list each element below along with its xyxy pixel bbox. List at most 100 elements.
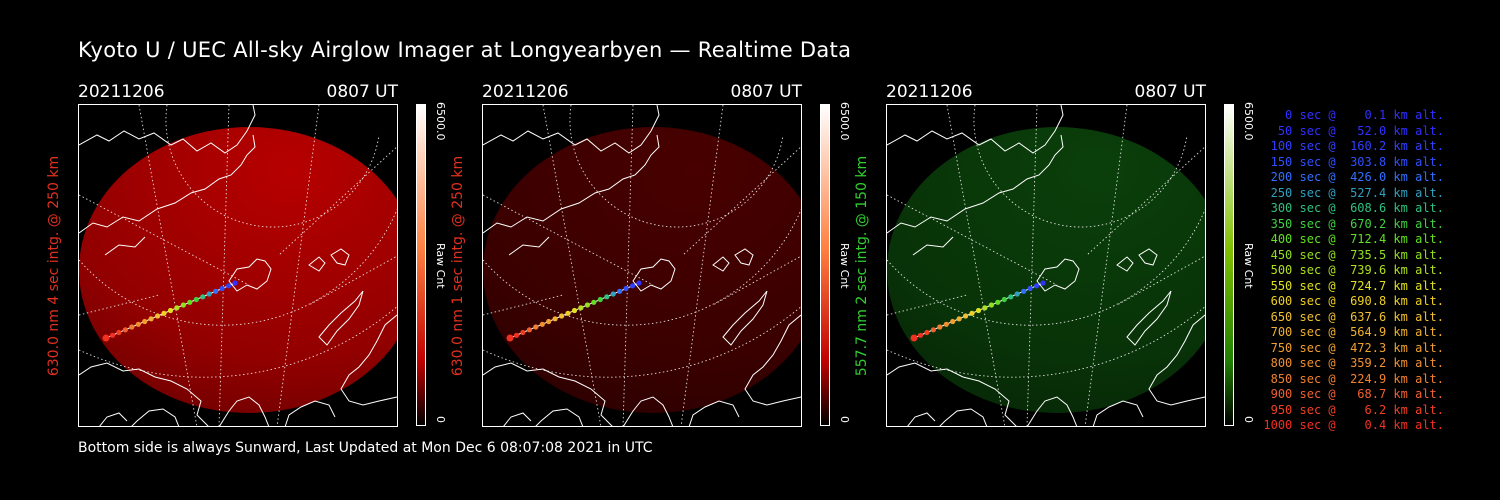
legend-row: 650 sec @ 637.6 km alt. xyxy=(1270,309,1444,324)
image-panel-1: 20211206 0807 UT 630.0 nm 4 sec intg. @ … xyxy=(46,78,458,430)
panel-date: 20211206 xyxy=(78,82,165,102)
coastline xyxy=(79,134,256,234)
colorbar-min-label: 0 xyxy=(838,416,851,423)
trajectory-point xyxy=(559,313,565,319)
panel-date: 20211206 xyxy=(482,82,569,102)
coastline xyxy=(308,256,326,272)
legend-row: 400 sec @ 712.4 km alt. xyxy=(1270,232,1444,246)
trajectory-point xyxy=(956,316,962,322)
trajectory-point xyxy=(526,327,532,333)
colorbar-max-label: 6500.0 xyxy=(1242,102,1255,141)
panel-ylabel: 630.0 nm 1 sec intg. @ 250 km xyxy=(450,155,466,377)
trajectory-point xyxy=(597,296,603,303)
graticule-line xyxy=(973,105,1188,228)
graticule-line xyxy=(483,294,564,316)
coastline xyxy=(887,105,1064,154)
trajectory-point xyxy=(226,283,232,289)
trajectory-point xyxy=(571,307,578,314)
trajectory-point xyxy=(200,294,206,300)
legend-row: 600 sec @ 690.8 km alt. xyxy=(1270,294,1444,308)
colorbar-unit-label: Raw Cnt xyxy=(838,243,851,289)
coastline xyxy=(623,396,674,426)
coastline xyxy=(330,248,350,266)
trajectory-point xyxy=(610,291,616,297)
colorbar-max-label: 6500.0 xyxy=(838,102,851,141)
trajectory-point xyxy=(180,302,186,308)
coastline xyxy=(284,400,336,426)
panel-time: 0807 UT xyxy=(1134,82,1207,102)
coastline xyxy=(228,258,272,292)
legend-row: 100 sec @ 160.2 km alt. xyxy=(1270,139,1444,153)
coastline xyxy=(1036,258,1080,292)
image-panel-2: 20211206 0807 UT 630.0 nm 1 sec intg. @ … xyxy=(450,78,862,430)
trajectory-point xyxy=(129,324,135,330)
coastline xyxy=(219,396,270,426)
trajectory-point xyxy=(636,280,642,286)
graticule-line xyxy=(887,194,1058,286)
graticule-line xyxy=(1116,255,1205,306)
trajectory-point xyxy=(982,305,988,311)
graticule-line xyxy=(79,194,250,286)
legend-row: 1000 sec @ 0.4 km alt. xyxy=(1263,418,1444,432)
coastline xyxy=(483,362,613,426)
trajectory-point xyxy=(213,288,219,294)
trajectory-point xyxy=(969,310,975,316)
legend-row: 700 sec @ 564.9 km alt. xyxy=(1270,325,1444,339)
graticule-line xyxy=(79,294,160,316)
trajectory-point xyxy=(232,280,238,286)
trajectory-point xyxy=(219,285,225,292)
trajectory-point xyxy=(917,332,924,338)
legend-row: 200 sec @ 426.0 km alt. xyxy=(1270,170,1444,184)
graticule-line xyxy=(887,208,1205,326)
coastline xyxy=(104,236,146,256)
legend-row: 500 sec @ 739.6 km alt. xyxy=(1270,263,1444,277)
legend-row: 850 sec @ 224.9 km alt. xyxy=(1270,371,1444,386)
trajectory-point xyxy=(1027,285,1033,292)
trajectory-point xyxy=(617,288,623,294)
footer-note: Bottom side is always Sunward, Last Upda… xyxy=(78,440,653,456)
trajectory-point xyxy=(1034,283,1040,289)
trajectory-point xyxy=(206,291,212,297)
airglow-image xyxy=(79,127,397,413)
trajectory-point xyxy=(142,318,148,325)
coastline xyxy=(1027,396,1078,426)
coastline xyxy=(712,256,730,272)
graticule-line xyxy=(138,105,198,426)
trajectory-point xyxy=(924,329,930,336)
colorbar-unit-label: Raw Cnt xyxy=(1242,243,1255,289)
colorbar xyxy=(416,104,426,426)
colorbar-max-label: 6500.0 xyxy=(434,102,447,141)
coastline xyxy=(632,258,676,292)
coastline xyxy=(503,412,532,426)
legend-row: 150 sec @ 303.8 km alt. xyxy=(1270,154,1444,169)
trajectory-legend: 0 sec @ 0.1 km alt. 50 sec @ 52.0 km alt.… xyxy=(1262,108,1444,434)
coastline xyxy=(734,248,754,266)
trajectory-point xyxy=(930,327,936,333)
legend-row: 250 sec @ 527.4 km alt. xyxy=(1270,185,1444,200)
trajectory-point xyxy=(174,305,180,311)
legend-row: 950 sec @ 6.2 km alt. xyxy=(1270,402,1444,417)
page-title: Kyoto U / UEC All-sky Airglow Imager at … xyxy=(78,38,852,62)
trajectory-point xyxy=(950,318,956,325)
colorbar xyxy=(1224,104,1234,426)
panel-ylabel: 557.7 nm 2 sec intg. @ 150 km xyxy=(854,155,870,377)
trajectory-point xyxy=(187,299,193,305)
coastline xyxy=(79,105,256,154)
coastline xyxy=(131,408,180,426)
graticule-line xyxy=(946,105,1006,426)
trajectory-point xyxy=(520,329,526,336)
coastline xyxy=(1126,290,1172,346)
trajectory-point xyxy=(193,296,199,303)
legend-row: 550 sec @ 724.7 km alt. xyxy=(1270,278,1444,293)
trajectory-point xyxy=(533,324,539,330)
trajectory-point xyxy=(122,327,128,333)
coastline xyxy=(912,236,954,256)
coastline xyxy=(722,290,768,346)
graticule-line xyxy=(483,208,801,326)
trajectory-point xyxy=(988,302,994,308)
graticule-line xyxy=(308,255,397,306)
colorbar-min-label: 0 xyxy=(434,416,447,423)
trajectory-point xyxy=(135,321,141,327)
trajectory-point xyxy=(552,316,558,322)
graticule-line xyxy=(79,208,397,326)
